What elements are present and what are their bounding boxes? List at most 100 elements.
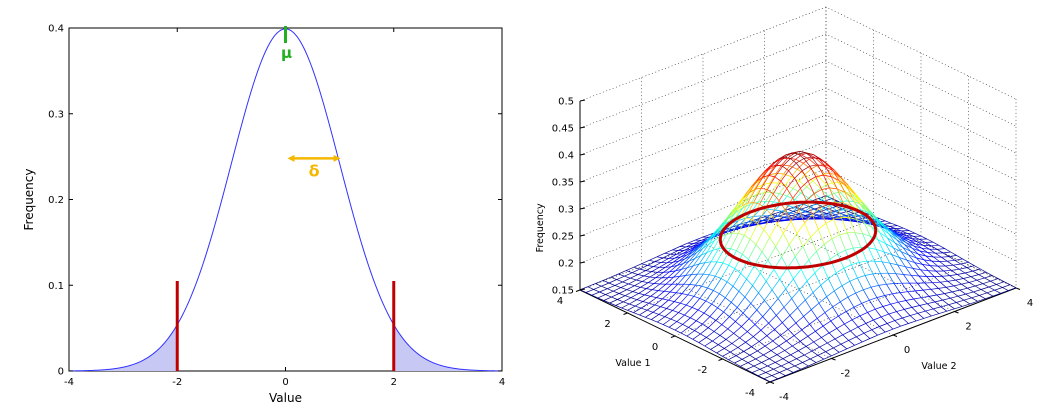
mesh-line [913,245,921,252]
mesh-line [952,264,960,270]
mesh-line [796,158,805,164]
mesh-line [874,224,881,228]
mesh-line [798,350,805,356]
mesh-line [678,254,687,262]
mesh-line [842,334,849,341]
mesh-line [814,206,823,210]
mesh-line [759,201,767,210]
mesh-line [757,345,766,352]
mesh-line [804,214,813,224]
mesh-line [770,345,779,351]
mesh-line [764,216,771,219]
mesh-line [897,264,906,268]
mesh-line [903,236,912,239]
mesh-line [814,157,824,165]
mesh-line [811,213,820,217]
mesh-line [992,292,1001,297]
mesh-line [813,154,820,160]
mesh-line [716,227,723,234]
mesh-line [896,233,903,238]
mesh-line [775,233,784,247]
mesh-line [748,318,756,325]
mesh-line [830,217,837,220]
mesh-line [763,375,772,380]
mesh-line [887,237,896,244]
mesh-line [925,255,933,262]
mesh-line [854,341,863,346]
mesh-line [936,293,945,296]
x-tick-mark [623,312,628,315]
mesh-line [950,251,957,256]
mesh-line [728,264,735,270]
mesh-line [931,313,940,317]
mesh-line [760,170,767,180]
mesh-line [874,224,882,227]
mesh-line [855,289,864,294]
mesh-line [790,153,799,159]
mesh-line [734,226,743,229]
mesh-line [649,256,658,261]
mesh-line [668,299,675,302]
mesh-line [721,219,728,228]
mesh-line [735,351,744,357]
normal-distribution-chart: -4 -2 0 2 400.10.20.30.4 μ δ Value Frequency [22,24,505,406]
mesh-line [785,152,793,156]
mesh-line [723,220,730,229]
mesh-line [860,246,869,249]
mesh-line [888,311,897,315]
y-tick-mark [769,381,775,384]
mesh-line [868,217,876,221]
mesh-line [702,323,709,328]
mesh-line [882,225,889,230]
mesh-line [768,173,777,176]
x-gridline [579,7,827,291]
mesh-line [671,276,680,285]
mesh-line [701,236,710,241]
mesh-line [875,306,884,310]
mesh-line [670,291,677,294]
mesh-line [831,198,839,202]
mesh-line [891,230,900,234]
mesh-line [701,239,708,241]
mesh-line [789,218,796,220]
mesh-line [787,153,795,159]
mesh-line [912,268,921,271]
mesh-line [969,300,978,305]
mesh-line [747,216,755,223]
mesh-line [888,234,898,241]
mesh-line [659,262,668,268]
mesh-line [942,252,950,257]
mesh-line [932,281,941,284]
shaded-tail-right [393,324,502,371]
mesh-line [778,215,785,219]
mesh-line [865,207,872,213]
mesh-line [801,154,810,160]
mesh-line [784,212,791,218]
mesh-line [774,322,783,330]
mesh-line [874,219,883,227]
mesh-line [869,334,878,339]
z-gridline [579,195,1017,291]
annotation-group: μ δ [281,26,341,180]
mesh-line [819,346,826,352]
mesh-line [782,218,791,221]
mesh-line [716,352,723,357]
mesh-line [784,209,792,222]
mesh-line [710,233,717,239]
mesh-line [887,227,894,231]
mesh-line [872,272,881,275]
mesh-line [834,210,841,214]
mesh-line [836,328,843,336]
mesh-line [917,241,926,243]
mesh-line [756,184,763,195]
mesh-line [708,236,715,238]
mesh-line [786,365,795,370]
mesh-line [733,217,741,221]
mesh-line [749,350,758,356]
mesh-line [889,225,898,227]
mesh-line [835,203,844,207]
mesh-line [623,297,632,303]
mesh-line [707,237,714,240]
mesh-line [829,202,836,206]
mesh-line [937,248,945,250]
